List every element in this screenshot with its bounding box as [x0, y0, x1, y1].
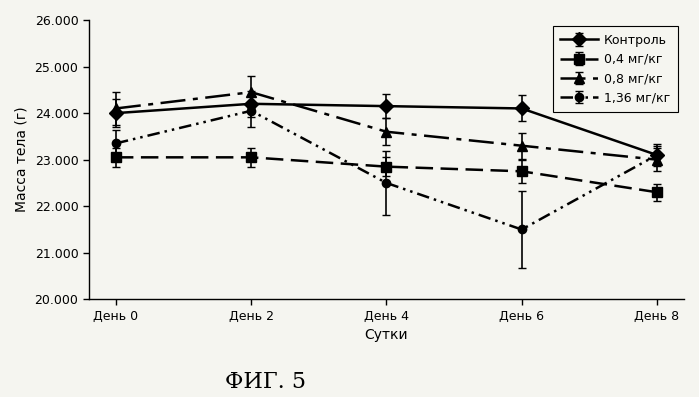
- Text: ФИГ. 5: ФИГ. 5: [225, 371, 306, 393]
- Y-axis label: Масса тела (г): Масса тела (г): [15, 107, 29, 212]
- X-axis label: Сутки: Сутки: [365, 328, 408, 342]
- Legend: Контроль, 0,4 мг/кг, 0,8 мг/кг, 1,36 мг/кг: Контроль, 0,4 мг/кг, 0,8 мг/кг, 1,36 мг/…: [553, 26, 678, 112]
